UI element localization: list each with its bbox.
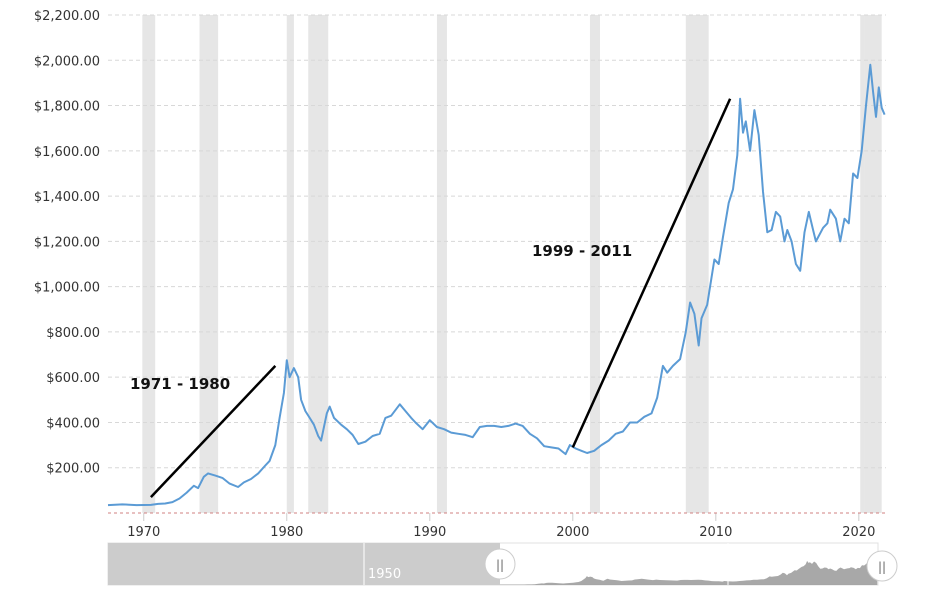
handle-grip-icon: || [496, 558, 504, 572]
shaded-period [589, 15, 600, 513]
x-tick-label: 1980 [270, 525, 303, 540]
y-tick-label: $1,000.00 [34, 281, 100, 296]
y-tick-label: $1,600.00 [34, 145, 100, 160]
handle-grip-icon: || [878, 560, 886, 574]
annotation-line [149, 365, 277, 499]
x-tick-label: 2000 [556, 525, 589, 540]
shaded-period [286, 15, 294, 513]
shaded-periods [142, 15, 882, 513]
annotation-label: 1999 - 2011 [532, 242, 632, 260]
shaded-period [142, 15, 156, 513]
annotation-line [571, 98, 732, 448]
shaded-period [436, 15, 447, 513]
x-axis-ticks: 1970 1980 1990 2000 2010 2020 [127, 513, 875, 540]
y-tick-label: $2,000.00 [34, 54, 100, 69]
navigator-area [500, 558, 878, 585]
y-tick-label: $400.00 [46, 416, 100, 431]
y-tick-label: $200.00 [46, 462, 100, 477]
shaded-period [199, 15, 219, 513]
shaded-period [685, 15, 709, 513]
x-tick-label: 1990 [413, 525, 446, 540]
navigator-left-handle[interactable]: || [484, 548, 516, 580]
navigator-mask [108, 543, 500, 585]
navigator-label-2000: 2000 [732, 567, 765, 582]
navigator-label-1950: 1950 [368, 567, 401, 582]
y-tick-label: $2,200.00 [34, 9, 100, 24]
series-line [107, 63, 886, 507]
y-tick-label: $600.00 [46, 371, 100, 386]
y-tick-label: $1,400.00 [34, 190, 100, 205]
range-navigator[interactable]: 1950 2000 || || [107, 542, 898, 586]
annotation-label: 1971 - 1980 [130, 375, 230, 393]
shaded-period [860, 15, 865, 513]
y-tick-label: $1,800.00 [34, 100, 100, 115]
x-tick-label: 1970 [127, 525, 160, 540]
y-tick-label: $1,200.00 [34, 235, 100, 250]
grid-lines [108, 14, 886, 469]
navigator-right-handle[interactable]: || [866, 550, 898, 582]
y-tick-label: $800.00 [46, 326, 100, 341]
x-tick-label: 2010 [699, 525, 732, 540]
y-axis-ticks: $200.00 $400.00 $600.00 $800.00 $1,000.00 $1,… [34, 9, 100, 477]
shaded-period [864, 15, 882, 513]
annotations: 1971 - 1980 1999 - 2011 [130, 98, 732, 499]
shaded-period [308, 15, 329, 513]
x-tick-label: 2020 [842, 525, 875, 540]
